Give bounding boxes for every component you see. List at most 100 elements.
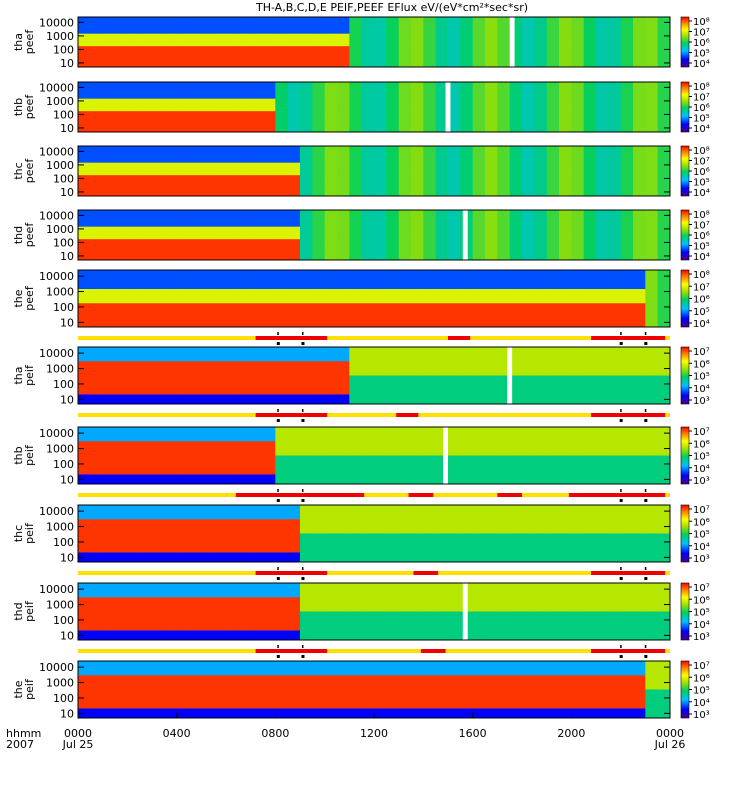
- heatmap-cell: [374, 474, 387, 480]
- heatmap-cell: [90, 293, 104, 299]
- heatmap-cell: [596, 514, 609, 520]
- heatmap-cell: [164, 455, 178, 461]
- heatmap-cell: [226, 399, 239, 405]
- heatmap-cell: [115, 557, 128, 563]
- heatmap-cell: [546, 308, 560, 314]
- heatmap-cell: [571, 171, 585, 176]
- heatmap-cell: [423, 399, 437, 405]
- heatmap-cell: [337, 361, 350, 367]
- colorbar: [680, 209, 690, 261]
- heatmap-cell: [152, 621, 165, 627]
- heatmap-cell: [90, 399, 104, 405]
- heatmap-cell: [275, 251, 289, 257]
- heatmap-cell: [522, 533, 535, 539]
- heatmap-cell: [238, 293, 252, 299]
- heatmap-cell: [275, 33, 289, 39]
- heatmap-cell: [411, 322, 424, 328]
- heatmap-cell: [300, 54, 313, 60]
- heatmap-cell: [139, 450, 153, 456]
- heatmap-cell: [226, 446, 239, 452]
- heatmap-cell: [275, 469, 289, 475]
- heatmap-cell: [275, 298, 289, 304]
- heatmap-cell: [608, 366, 622, 372]
- heatmap-cell: [139, 303, 153, 309]
- heatmap-cell: [546, 479, 560, 485]
- heatmap-cell: [176, 243, 190, 248]
- heatmap-cell: [275, 370, 289, 376]
- heatmap-cell: [164, 90, 178, 95]
- heatmap-cell: [411, 50, 424, 55]
- heatmap-cell: [620, 533, 634, 539]
- heatmap-cell: [546, 427, 560, 433]
- heatmap-cell: [398, 284, 412, 290]
- heatmap-cell: [90, 46, 104, 51]
- heatmap-cell: [411, 347, 424, 353]
- heatmap-cell: [460, 465, 474, 471]
- heatmap-cell: [275, 356, 289, 362]
- heatmap-cell: [608, 446, 622, 452]
- heatmap-cell: [559, 533, 572, 539]
- heatmap-cell: [349, 191, 363, 197]
- heatmap-cell: [522, 509, 535, 515]
- heatmap-cell: [435, 119, 449, 125]
- heatmap-cell: [559, 509, 572, 515]
- colorbar: [680, 504, 690, 563]
- heatmap-cell: [127, 127, 141, 133]
- heatmap-cell: [522, 279, 535, 285]
- heatmap-cell: [152, 630, 165, 636]
- heatmap-cell: [127, 547, 141, 553]
- heatmap-cell: [201, 166, 215, 172]
- heatmap-cell: [633, 543, 646, 549]
- heatmap-cell: [485, 255, 498, 261]
- heatmap-cell: [275, 25, 289, 30]
- heatmap-cell: [127, 251, 141, 257]
- heatmap-cell: [349, 547, 363, 553]
- heatmap-cell: [287, 284, 301, 290]
- heatmap-cell: [337, 46, 350, 51]
- heatmap-cell: [398, 46, 412, 51]
- heatmap-cell: [571, 21, 585, 26]
- heatmap-cell: [423, 289, 437, 295]
- heatmap-cell: [472, 187, 486, 193]
- heatmap-cell: [645, 158, 659, 164]
- heatmap-cell: [645, 54, 659, 60]
- heatmap-cell: [201, 583, 215, 589]
- heatmap-cell: [115, 98, 128, 104]
- heatmap-cell: [423, 375, 437, 381]
- heatmap-cell: [78, 123, 91, 129]
- heatmap-cell: [485, 479, 498, 485]
- heatmap-cell: [374, 158, 387, 164]
- heatmap-cell: [522, 322, 535, 328]
- heatmap-cell: [546, 547, 560, 553]
- heatmap-cell: [497, 279, 511, 285]
- heatmap-cell: [115, 611, 128, 617]
- heatmap-cell: [374, 42, 387, 47]
- heatmap-cell: [78, 347, 91, 353]
- heatmap-cell: [657, 102, 671, 108]
- heatmap-cell: [152, 460, 165, 466]
- heatmap-cell: [263, 90, 276, 95]
- heatmap-cell: [102, 279, 116, 285]
- heatmap-cell: [460, 543, 474, 549]
- heatmap-cell: [201, 592, 215, 598]
- heatmap-cell: [620, 394, 634, 400]
- heatmap-cell: [127, 538, 141, 544]
- heatmap-cell: [497, 375, 511, 381]
- y-tick-label: 1000: [46, 159, 74, 172]
- heatmap-cell: [559, 187, 572, 193]
- heatmap-cell: [423, 274, 437, 280]
- heatmap-cell: [78, 469, 91, 475]
- heatmap-cell: [78, 616, 91, 622]
- heatmap-cell: [633, 191, 646, 197]
- heatmap-cell: [435, 222, 449, 228]
- heatmap-cell: [472, 308, 486, 314]
- heatmap-cell: [287, 279, 301, 285]
- heatmap-cell: [250, 370, 264, 376]
- heatmap-cell: [411, 279, 424, 285]
- heatmap-cell: [435, 247, 449, 253]
- heatmap-cell: [226, 98, 239, 104]
- heatmap-cell: [201, 450, 215, 456]
- heatmap-cell: [435, 389, 449, 395]
- heatmap-cell: [411, 312, 424, 318]
